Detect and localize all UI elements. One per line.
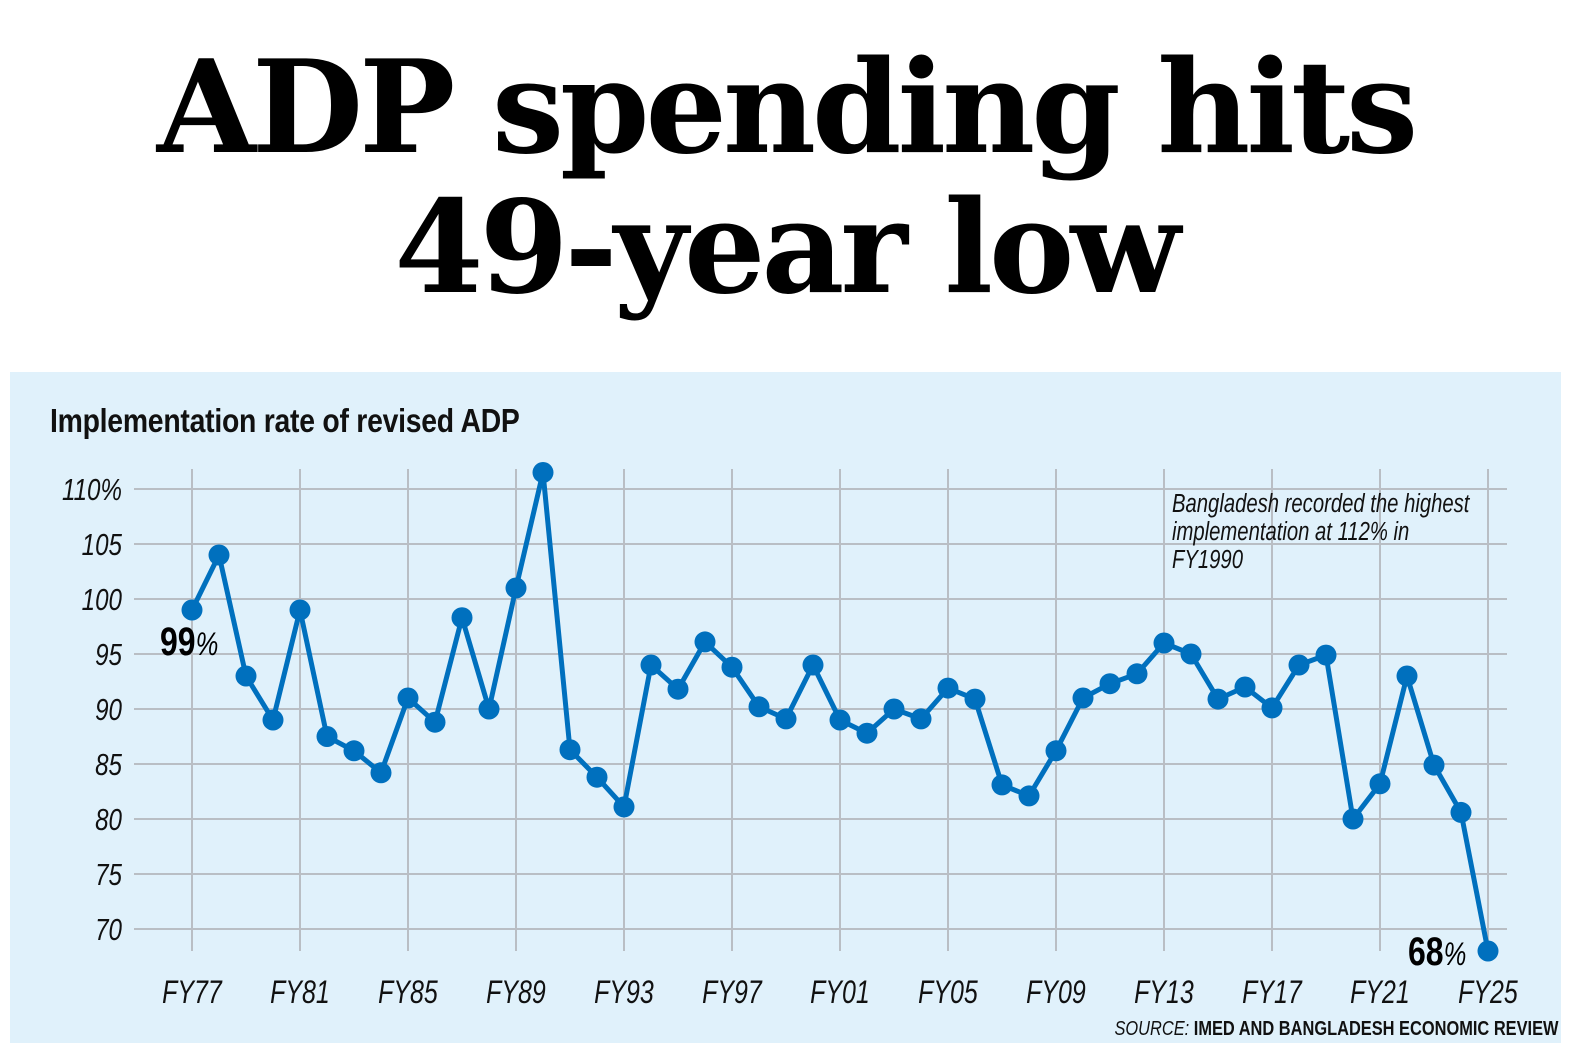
data-point xyxy=(1099,673,1121,695)
x-tick-label: FY89 xyxy=(486,975,546,1011)
y-axis-labels: 70 75 80 85 90 95 100 105 110% xyxy=(62,472,122,947)
data-point xyxy=(478,698,500,720)
data-point xyxy=(235,665,257,687)
x-tick-label: FY17 xyxy=(1242,975,1303,1011)
data-point xyxy=(1342,808,1364,830)
headline-line-2: 49-year low xyxy=(394,173,1180,323)
data-point xyxy=(1315,644,1337,666)
data-point xyxy=(775,708,797,730)
data-point xyxy=(370,762,392,784)
data-point xyxy=(559,739,581,761)
data-point xyxy=(856,722,878,744)
y-tick-label: 85 xyxy=(95,747,122,782)
y-tick-label: 80 xyxy=(95,802,122,837)
data-point xyxy=(1369,773,1391,795)
data-point xyxy=(694,631,716,653)
source-credit: SOURCE: IMED AND BANGLADESH ECONOMIC REV… xyxy=(1115,1018,1559,1041)
annotation-note-line: Bangladesh recorded the highest xyxy=(1172,489,1471,518)
data-point xyxy=(397,687,419,709)
headline: ADP spending hits 49-year low xyxy=(0,38,1571,318)
data-point xyxy=(424,711,446,733)
data-point xyxy=(964,688,986,710)
vertical-gridlines xyxy=(191,469,1489,951)
headline-line-1: ADP spending hits xyxy=(156,33,1418,183)
x-tick-label: FY01 xyxy=(810,975,870,1011)
chart-title: Implementation rate of revised ADP xyxy=(50,402,520,439)
y-tick-label: 110% xyxy=(62,472,122,507)
data-point xyxy=(451,607,473,629)
data-point xyxy=(262,709,284,731)
x-tick-label: FY21 xyxy=(1350,975,1410,1011)
data-point xyxy=(1153,632,1175,654)
data-point xyxy=(802,654,824,676)
data-point xyxy=(721,656,743,678)
y-tick-label: 70 xyxy=(95,912,122,947)
data-point xyxy=(181,599,203,621)
y-tick-label: 75 xyxy=(95,857,122,892)
data-point xyxy=(883,698,905,720)
x-tick-label: FY13 xyxy=(1134,975,1194,1011)
data-point xyxy=(1450,801,1472,823)
x-tick-label: FY09 xyxy=(1026,975,1086,1011)
data-point xyxy=(937,677,959,699)
data-point xyxy=(1234,676,1256,698)
data-point xyxy=(208,544,230,566)
x-tick-label: FY05 xyxy=(918,975,979,1011)
data-point xyxy=(1126,663,1148,685)
horizontal-gridlines xyxy=(134,488,1507,930)
data-point xyxy=(289,599,311,621)
annotation-value-label: 68% xyxy=(1408,929,1466,974)
data-point xyxy=(1180,643,1202,665)
x-tick-label: FY97 xyxy=(702,975,763,1011)
data-point xyxy=(1288,654,1310,676)
x-tick-label: FY81 xyxy=(270,975,330,1011)
y-tick-label: 95 xyxy=(95,637,122,672)
source-label: SOURCE: xyxy=(1114,1018,1190,1040)
data-point xyxy=(532,462,554,483)
data-point xyxy=(991,774,1013,796)
data-point xyxy=(1477,940,1499,962)
annotations: 99% 68% Bangladesh recorded the highestimp… xyxy=(160,489,1471,974)
y-tick-label: 100 xyxy=(82,582,123,617)
data-point xyxy=(748,696,770,718)
data-point xyxy=(910,708,932,730)
data-point xyxy=(343,740,365,762)
data-point xyxy=(316,726,338,747)
annotation-note-line: FY1990 xyxy=(1172,545,1243,574)
data-point xyxy=(829,709,851,731)
x-tick-label: FY85 xyxy=(378,975,439,1011)
data-point xyxy=(1072,687,1094,709)
y-tick-label: 105 xyxy=(82,527,123,562)
data-point xyxy=(1396,665,1418,687)
data-point xyxy=(1018,785,1040,807)
x-axis-labels: FY77 FY81 FY85 FY89 FY93 FY97 FY01 FY05 FY09 FY13… xyxy=(162,975,1519,1011)
data-point xyxy=(1045,740,1067,762)
annotation-note-line: implementation at 112% in xyxy=(1172,517,1409,546)
x-tick-label: FY25 xyxy=(1458,975,1519,1011)
annotation-value-label: 99% xyxy=(160,619,218,664)
y-tick-label: 90 xyxy=(95,692,122,727)
data-point xyxy=(640,654,662,676)
chart-panel xyxy=(10,372,1561,1043)
data-point xyxy=(505,577,527,599)
data-point xyxy=(1423,754,1445,776)
data-point xyxy=(1261,697,1283,719)
data-point xyxy=(586,766,608,788)
data-point xyxy=(1207,688,1229,710)
data-point xyxy=(667,678,689,700)
x-tick-label: FY77 xyxy=(162,975,223,1011)
data-points xyxy=(181,462,1499,962)
data-point xyxy=(613,796,635,818)
source-text: IMED AND BANGLADESH ECONOMIC REVIEW xyxy=(1194,1018,1559,1040)
x-tick-label: FY93 xyxy=(594,975,654,1011)
